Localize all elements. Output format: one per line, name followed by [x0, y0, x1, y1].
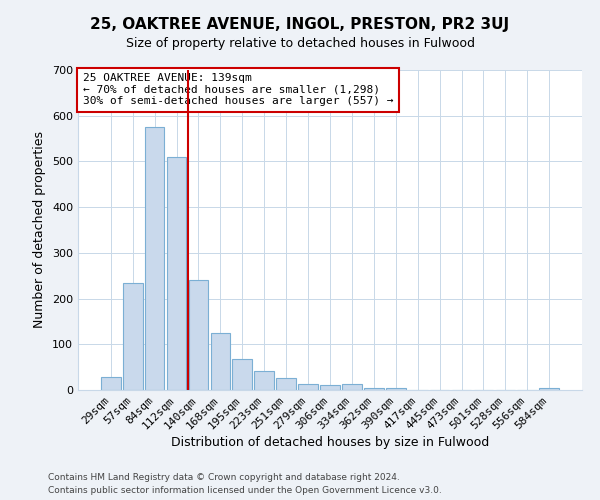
Bar	[232, 360, 252, 390]
Bar	[342, 384, 362, 390]
Bar	[123, 284, 143, 390]
Bar	[320, 386, 340, 390]
Text: 25 OAKTREE AVENUE: 139sqm
← 70% of detached houses are smaller (1,298)
30% of se: 25 OAKTREE AVENUE: 139sqm ← 70% of detac…	[83, 73, 394, 106]
Bar	[188, 280, 208, 390]
Text: Contains public sector information licensed under the Open Government Licence v3: Contains public sector information licen…	[48, 486, 442, 495]
Bar	[364, 388, 384, 390]
Bar	[298, 384, 318, 390]
Bar	[276, 378, 296, 390]
Text: Contains HM Land Registry data © Crown copyright and database right 2024.: Contains HM Land Registry data © Crown c…	[48, 474, 400, 482]
Bar	[386, 388, 406, 390]
Bar	[539, 388, 559, 390]
Text: 25, OAKTREE AVENUE, INGOL, PRESTON, PR2 3UJ: 25, OAKTREE AVENUE, INGOL, PRESTON, PR2 …	[91, 18, 509, 32]
Bar	[145, 127, 164, 390]
Text: Size of property relative to detached houses in Fulwood: Size of property relative to detached ho…	[125, 38, 475, 51]
Bar	[167, 157, 187, 390]
Bar	[254, 371, 274, 390]
X-axis label: Distribution of detached houses by size in Fulwood: Distribution of detached houses by size …	[171, 436, 489, 449]
Bar	[101, 377, 121, 390]
Y-axis label: Number of detached properties: Number of detached properties	[34, 132, 46, 328]
Bar	[211, 333, 230, 390]
